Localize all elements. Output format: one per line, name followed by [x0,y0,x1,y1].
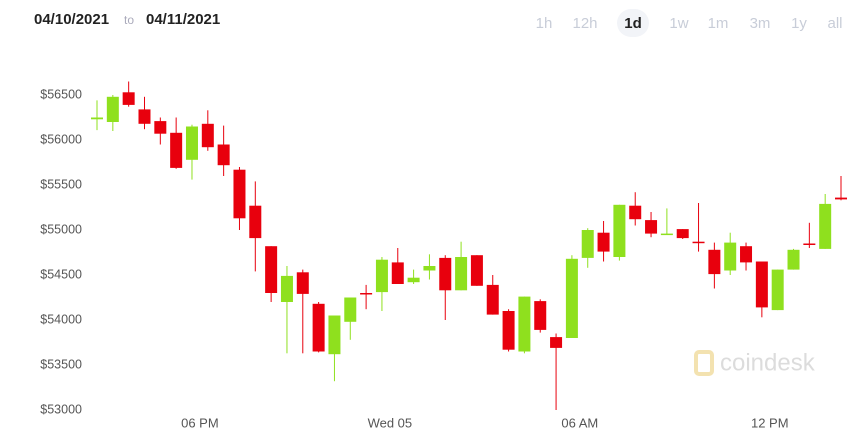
range-button[interactable]: 1h [536,15,553,32]
y-tick-label: $56000 [40,132,82,146]
candle-body [407,277,420,283]
range-button[interactable]: 1w [669,15,688,32]
candle-body [455,257,468,291]
candle-body [439,257,452,291]
candle-body [470,255,483,286]
candle-body [502,311,515,350]
candle-body [708,249,721,275]
x-tick-label: Wed 05 [368,415,413,430]
candle-body [581,230,594,258]
candle-body [565,258,578,338]
selected-range-bg [617,9,649,37]
candle-body [217,144,230,166]
x-tick-label: 12 PM [751,415,789,430]
watermark-logo [694,350,714,376]
watermark: coindesk [720,349,816,376]
date-from[interactable]: 04/10/2021 [34,11,109,28]
candle-body [486,284,499,315]
candle-body [296,272,309,294]
candle-body [740,246,753,263]
y-tick-label: $55500 [40,177,82,191]
y-tick-label: $53500 [40,357,82,371]
candle-body [771,269,784,311]
candle-body [91,117,103,120]
range-button[interactable]: 1y [791,15,807,32]
x-tick-label: 06 AM [561,415,598,430]
range-button[interactable]: 1m [708,15,729,32]
candle-body [629,205,642,220]
candle-body [106,96,119,122]
candle-body [344,297,357,322]
candle-body [201,123,214,148]
candle-body [249,205,262,239]
candle-body [534,301,547,330]
candle-body [233,169,246,219]
candle-body [550,337,563,348]
range-button[interactable]: 3m [750,15,771,32]
x-tick-label: 06 PM [181,415,219,430]
candle-body [518,296,531,352]
range-button[interactable]: 12h [572,15,597,32]
candle-body [185,126,198,160]
y-tick-label: $54000 [40,312,82,326]
candle-body [328,315,341,355]
candle-body [692,241,705,244]
range-button[interactable]: 1d [624,15,642,32]
y-tick-label: $54500 [40,267,82,281]
candle-body [375,259,388,293]
candle-body [154,121,167,134]
candle-body [170,132,183,168]
candle-body [835,197,848,200]
candle-body [645,220,658,234]
candle-body [755,261,768,308]
range-button[interactable]: all [827,15,842,32]
candle-body [312,303,325,352]
y-tick-label: $53000 [40,402,82,416]
y-tick-label: $55000 [40,222,82,236]
date-to[interactable]: 04/11/2021 [146,11,220,28]
candle-body [138,109,151,124]
candle-body [391,262,404,284]
candle-body [360,293,373,295]
candle-body [280,275,293,302]
candle-body [787,249,800,270]
candle-body [423,266,436,271]
candle-body [724,242,737,271]
candle-body [676,229,689,239]
candle-body [660,233,673,236]
candle-body [613,204,626,257]
y-tick-label: $56500 [40,87,82,101]
candle-body [122,92,135,105]
date-separator: to [124,13,134,27]
candle-body [597,232,610,252]
candle-body [265,246,278,293]
candle-body [819,203,832,249]
candle-body [803,243,816,245]
